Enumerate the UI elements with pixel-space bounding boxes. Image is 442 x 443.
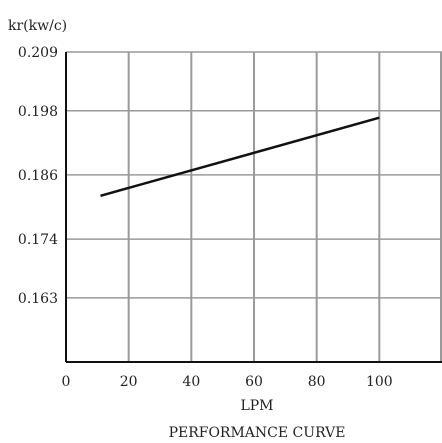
x-tick-label: 20 <box>120 374 138 390</box>
chart-caption: PERFORMANCE CURVE <box>169 425 346 441</box>
series-line <box>100 116 380 198</box>
x-tick-label: 40 <box>182 374 200 390</box>
x-tick-label: 60 <box>245 374 263 390</box>
y-axis-label: kr(kw/c) <box>8 18 67 34</box>
x-tick-label: 0 <box>62 374 71 390</box>
y-tick-label: 0.174 <box>18 232 58 248</box>
grid-lines <box>66 51 442 362</box>
y-tick-label: 0.163 <box>18 291 58 307</box>
y-tick-labels: 0.209 0.198 0.186 0.174 0.163 <box>18 45 58 307</box>
x-tick-label: 100 <box>366 374 393 390</box>
x-tick-labels: 0 20 40 60 80 100 <box>62 374 393 390</box>
axes <box>65 52 442 363</box>
y-tick-label: 0.186 <box>18 168 58 184</box>
y-tick-label: 0.209 <box>18 45 58 61</box>
y-tick-label: 0.198 <box>18 104 58 120</box>
series-group <box>100 116 380 198</box>
x-tick-label: 80 <box>308 374 326 390</box>
x-axis-label: LPM <box>240 398 273 414</box>
